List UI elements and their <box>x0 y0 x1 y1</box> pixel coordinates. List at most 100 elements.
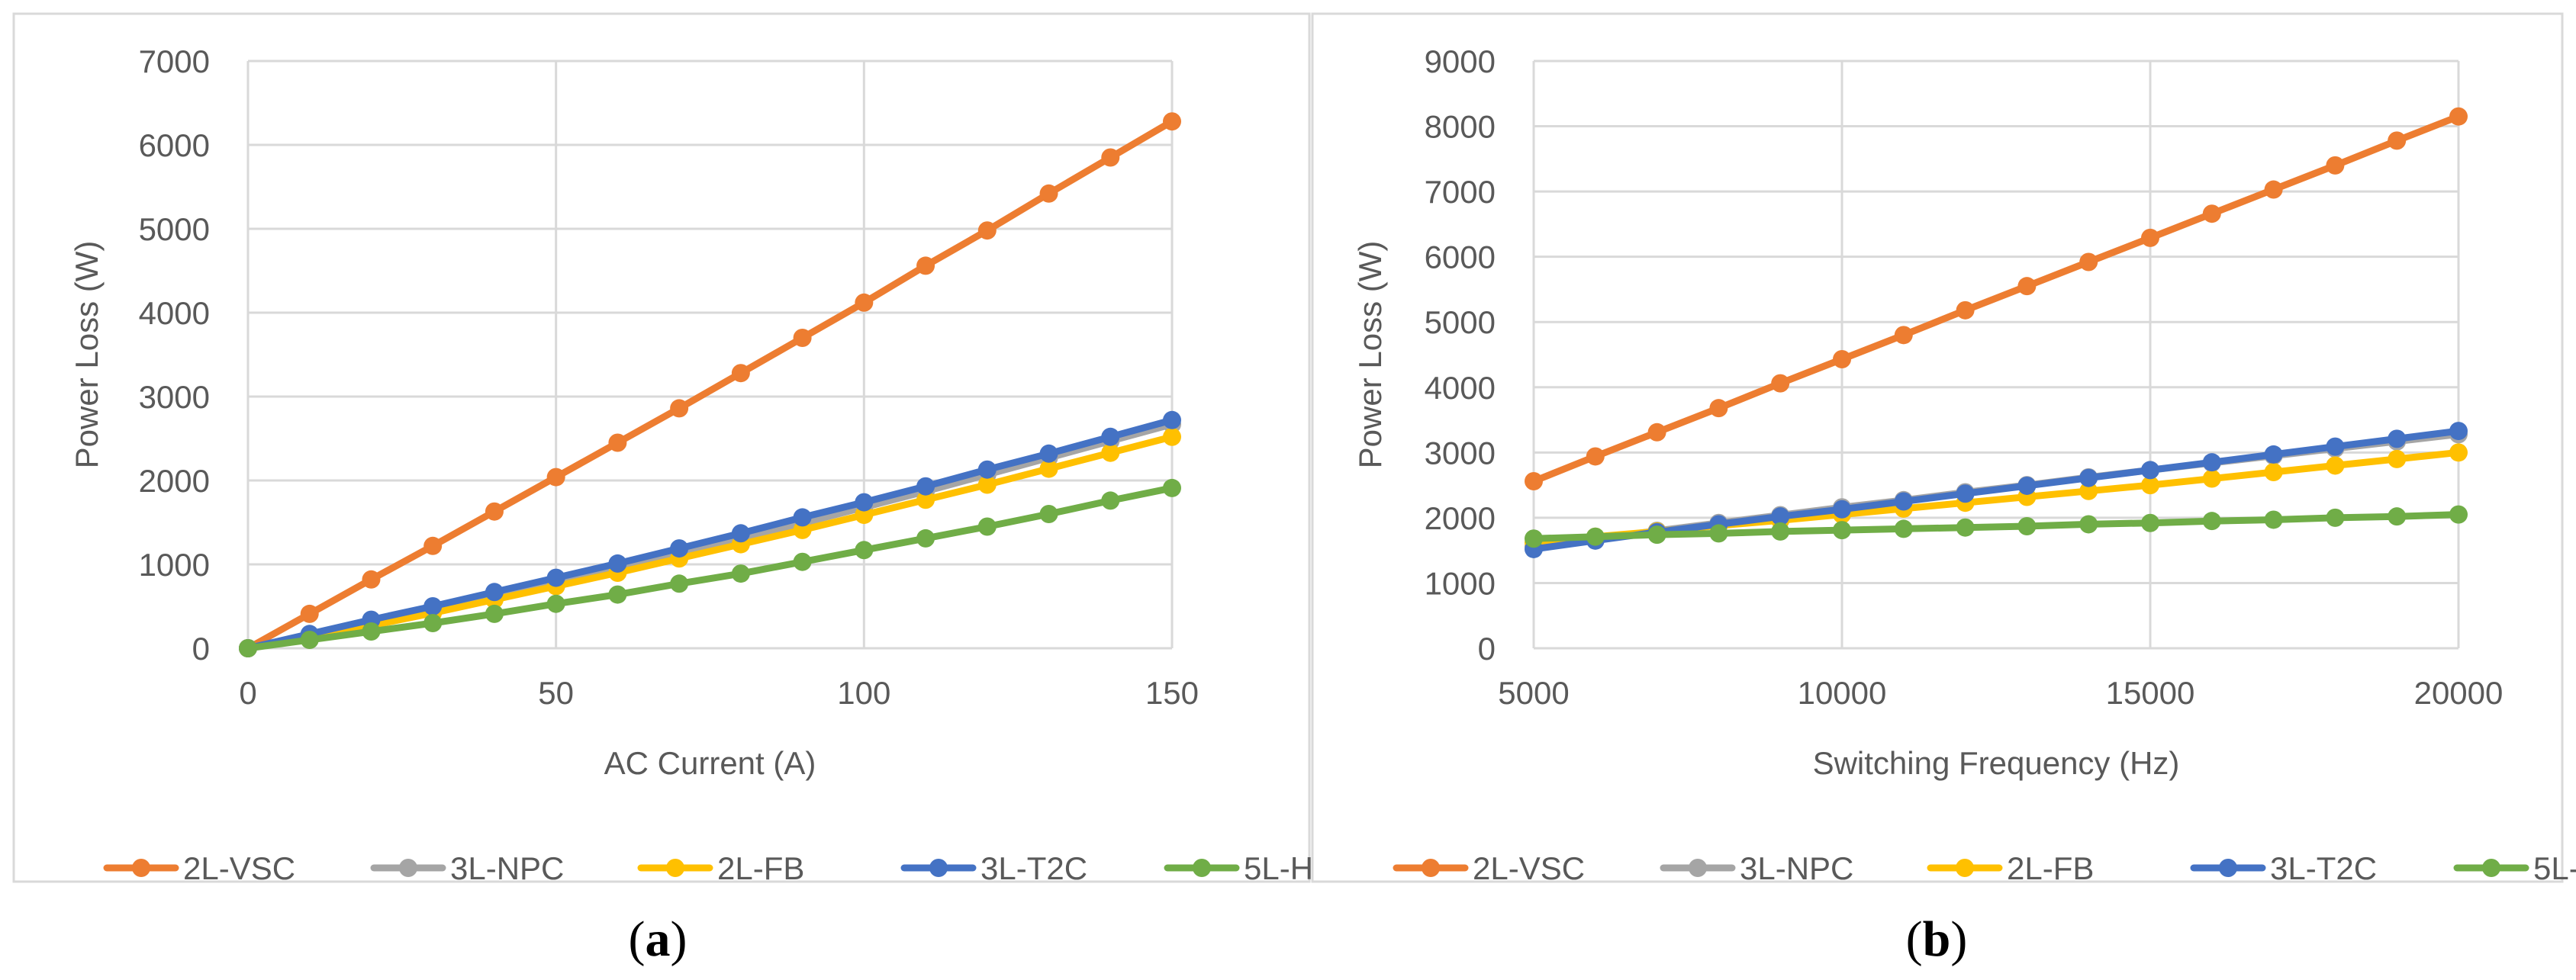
chart-b-caption-close: ) <box>1950 911 1967 967</box>
chart-b-data-point-5l-hanpc <box>2388 507 2407 526</box>
chart-a-x-tick-label: 0 <box>239 675 256 711</box>
chart-b-data-point-2l-fb <box>2449 443 2468 462</box>
chart-b-legend-marker-5l-hanpc <box>2482 859 2500 877</box>
chart-a-data-point-5l-hanpc <box>608 585 627 604</box>
chart-b-data-point-3l-t2c <box>2264 445 2283 464</box>
chart-a-legend-label-3l-npc: 3L-NPC <box>450 850 564 886</box>
chart-a-y-tick-label: 2000 <box>139 463 210 499</box>
chart-b-series-line-3l-t2c <box>1530 427 2462 553</box>
chart-a-data-point-2l-vsc <box>485 502 504 521</box>
chart-a-data-point-5l-hanpc <box>546 594 565 613</box>
chart-a-data-point-5l-hanpc <box>485 604 504 623</box>
chart-a-data-point-2l-vsc <box>608 433 627 452</box>
chart-b-data-point-2l-vsc <box>1956 300 1975 320</box>
chart-b-y-tick-label: 3000 <box>1425 435 1496 471</box>
chart-b-data-point-3l-t2c <box>2388 429 2407 448</box>
chart-b-data-point-2l-fb <box>2264 463 2283 481</box>
chart-panel-a: 0 1000 2000 3000 4000 5000 6000 7000 0 50 100 150 Po… <box>12 12 1402 967</box>
chart-a-y-tick-label: 4000 <box>139 295 210 331</box>
chart-a-data-point-5l-hanpc <box>1039 505 1058 523</box>
chart-a-y-tick-label: 0 <box>192 631 210 667</box>
chart-a-data-point-5l-hanpc <box>239 639 257 657</box>
chart-a-legend-marker-3l-t2c <box>929 859 948 877</box>
chart-b-data-point-3l-t2c <box>2079 468 2098 487</box>
chart-a-data-point-5l-hanpc <box>423 614 443 632</box>
chart-a-data-point-5l-hanpc <box>1163 478 1181 497</box>
chart-b-data-point-5l-hanpc <box>1956 518 1975 537</box>
chart-b-data-point-3l-t2c <box>2202 453 2221 472</box>
chart-a-data-point-3l-t2c <box>1039 444 1058 463</box>
chart-b-data-point-3l-t2c <box>2326 437 2345 456</box>
chart-a-data-point-2l-fb <box>855 506 874 525</box>
chart-a-data-point-5l-hanpc <box>916 529 935 548</box>
chart-a-data-point-3l-t2c <box>731 524 750 543</box>
chart-a-x-axis-title: AC Current (A) <box>604 745 816 781</box>
chart-a-caption-open: ( <box>629 911 646 967</box>
chart-a-y-tick-label: 3000 <box>139 379 210 415</box>
chart-a-data-point-2l-vsc <box>1101 148 1120 167</box>
chart-a-y-tick-label: 5000 <box>139 211 210 247</box>
chart-a-data-point-2l-fb <box>916 490 935 509</box>
chart-b-series-line-2l-vsc <box>1530 113 2462 485</box>
chart-a-data-point-2l-vsc <box>546 468 565 487</box>
chart-b-legend-label-3l-t2c: 3L-T2C <box>2270 850 2377 886</box>
chart-b-data-point-5l-hanpc <box>1525 529 1543 548</box>
chart-b-data-point-5l-hanpc <box>1647 525 1666 545</box>
chart-b-caption-letter: b <box>1923 911 1951 967</box>
chart-a-data-point-2l-fb <box>1101 443 1120 462</box>
chart-b-data-point-3l-t2c <box>1833 500 1851 519</box>
chart-b-data-point-2l-vsc <box>2449 107 2468 126</box>
chart-b-data-point-2l-fb <box>2141 476 2159 495</box>
chart-a-data-point-3l-t2c <box>608 554 627 573</box>
chart-b-y-tick-label: 5000 <box>1425 304 1496 340</box>
chart-a-y-tick-label: 1000 <box>139 547 210 583</box>
chart-a-legend-label-2l-fb: 2L-FB <box>717 850 804 886</box>
chart-a-series-line-3l-t2c <box>244 416 1176 652</box>
chart-b-data-point-3l-t2c <box>2017 476 2037 495</box>
chart-b-data-point-2l-vsc <box>2141 228 2159 247</box>
chart-b-data-point-2l-vsc <box>1586 447 1605 466</box>
chart-b-data-point-5l-hanpc <box>1894 519 1913 538</box>
chart-b-y-tick-label: 7000 <box>1425 174 1496 210</box>
chart-b-data-point-3l-t2c <box>1894 492 1913 511</box>
chart-b-data-point-2l-vsc <box>1647 423 1666 442</box>
chart-b-data-point-3l-t2c <box>2449 422 2468 441</box>
chart-b-data-point-5l-hanpc <box>2141 513 2159 532</box>
chart-b-x-tick-label: 20000 <box>2414 675 2504 711</box>
chart-b-data-point-2l-vsc <box>1833 349 1851 368</box>
chart-a-series-line-2l-vsc <box>244 117 1176 652</box>
chart-b-legend-label-5l-hanpc: 5L-HANPC <box>2533 850 2576 886</box>
chart-b-y-tick-label: 4000 <box>1425 370 1496 406</box>
chart-b-x-tick-label: 10000 <box>1798 675 1887 711</box>
chart-a-series-line-2l-fb <box>244 433 1176 652</box>
chart-b-y-tick-label: 0 <box>1478 631 1496 667</box>
chart-b-data-point-3l-t2c <box>2141 461 2159 480</box>
chart-a-data-point-2l-fb <box>793 520 812 539</box>
chart-a-data-point-2l-vsc <box>855 293 874 312</box>
chart-b-data-point-5l-hanpc <box>2202 512 2221 531</box>
chart-b-legend-label-2l-fb: 2L-FB <box>2007 850 2094 886</box>
chart-b-x-tick-label: 15000 <box>2106 675 2195 711</box>
chart-b-data-point-2l-fb <box>2202 469 2221 488</box>
chart-panel-b: 0 1000 2000 3000 4000 5000 6000 7000 8000 9000 500… <box>1311 12 2576 967</box>
chart-a-data-point-2l-fb <box>1163 427 1181 446</box>
chart-a-data-point-2l-vsc <box>1163 112 1181 131</box>
chart-a-y-axis-title: Power Loss (W) <box>69 241 105 469</box>
chart-a-data-point-3l-t2c <box>1101 427 1120 446</box>
chart-b-data-point-2l-vsc <box>2079 252 2098 272</box>
chart-a-y-tick-label: 7000 <box>139 43 210 79</box>
chart-a-data-point-3l-t2c <box>855 493 874 512</box>
chart-b-legend-label-3l-npc: 3L-NPC <box>1740 850 1853 886</box>
chart-b-y-tick-label: 6000 <box>1425 239 1496 275</box>
chart-a-data-point-2l-vsc <box>916 256 935 275</box>
chart-a-series-line-5l-hanpc <box>244 484 1176 652</box>
chart-a-data-point-2l-vsc <box>423 536 443 555</box>
chart-b-data-point-5l-hanpc <box>2079 515 2098 534</box>
chart-a-data-point-5l-hanpc <box>793 552 812 571</box>
chart-a-data-point-3l-t2c <box>916 477 935 496</box>
chart-b-data-point-3l-t2c <box>1771 507 1790 526</box>
chart-a-legend-marker-2l-vsc <box>132 859 150 877</box>
chart-a-data-point-2l-vsc <box>731 364 750 383</box>
chart-a-data-point-2l-fb <box>1039 459 1058 478</box>
chart-b-caption-open: ( <box>1906 911 1923 967</box>
